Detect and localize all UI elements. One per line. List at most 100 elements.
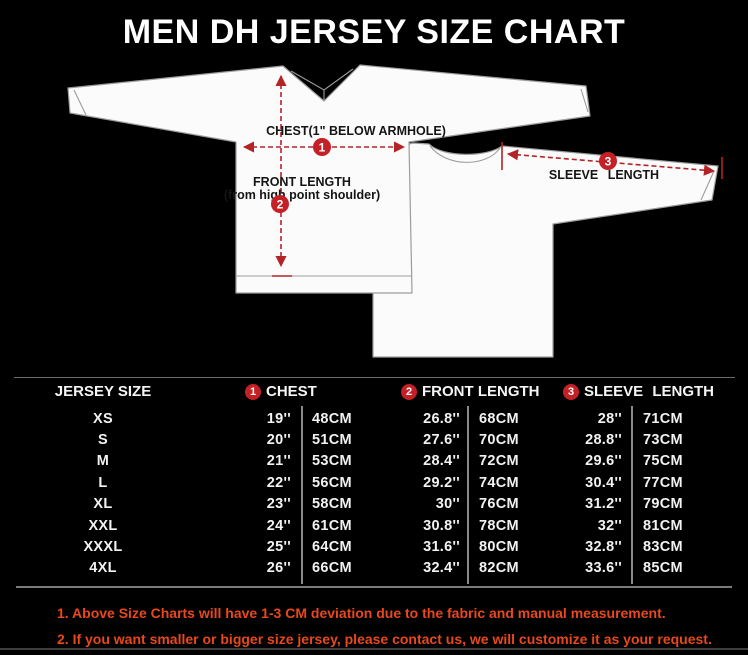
table-row: M 21'' 53CM 28.4'' 72CM 29.6'' 75CM: [0, 451, 748, 472]
table-row: S 20'' 51CM 27.6'' 70CM 28.8'' 73CM: [0, 429, 748, 450]
front-cm-cell: 82CM: [479, 560, 519, 577]
table-row: XXXL 25'' 64CM 31.6'' 80CM 32.8'' 83CM: [0, 536, 748, 557]
sleeve-cm-cell: 73CM: [643, 432, 683, 449]
chest-inch-cell: 25'': [266, 539, 291, 556]
page-title: MEN DH JERSEY SIZE CHART: [122, 13, 626, 51]
table-row: XXL 24'' 61CM 30.8'' 78CM 32'' 81CM: [0, 515, 748, 536]
column-divider-front: [467, 406, 469, 584]
sleeve-inch-cell: 28.8'': [585, 432, 622, 449]
size-cell: XS: [93, 410, 113, 427]
size-cell: XL: [93, 496, 113, 513]
front-inch-cell: 26.8'': [423, 410, 460, 427]
table-row: XS 19'' 48CM 26.8'' 68CM 28'' 71CM: [0, 408, 748, 429]
sleeve-inch-cell: 30.4'': [585, 474, 622, 491]
chest-inch-cell: 19'': [266, 410, 291, 427]
sleeve-cm-cell: 83CM: [643, 539, 683, 556]
sleeve-marker-icon: [599, 152, 617, 170]
col-header-chest: CHEST: [266, 383, 317, 400]
sleeve-cm-cell: 71CM: [643, 410, 683, 427]
table-top-rule: [14, 377, 735, 378]
chest-cm-cell: 58CM: [312, 496, 352, 513]
sleeve-inch-cell: 28'': [597, 410, 622, 427]
front-inch-cell: 27.6'': [423, 432, 460, 449]
size-cell: M: [96, 453, 110, 470]
front-marker-icon: [271, 195, 289, 213]
sleeve-cm-cell: 77CM: [643, 474, 683, 491]
col-header-front-length: FRONT LENGTH: [422, 383, 540, 400]
table-bottom-rule: [16, 586, 732, 588]
col-header-sleeve-length: SLEEVE LENGTH: [584, 383, 715, 400]
jersey-front-left-cuff-seam: [73, 89, 87, 116]
size-cell: S: [98, 432, 108, 449]
jersey-back-cuff-seam: [700, 170, 715, 201]
footer-rule: [0, 648, 748, 650]
front-cm-cell: 76CM: [479, 496, 519, 513]
column-divider-sleeve: [631, 406, 633, 584]
chest-cm-cell: 66CM: [312, 560, 352, 577]
sleeve-measure-line: [506, 149, 716, 176]
jersey-front-vneck-seam: [290, 68, 354, 101]
table-row: 4XL 26'' 66CM 32.4'' 82CM 33.6'' 85CM: [0, 558, 748, 579]
front-cm-cell: 78CM: [479, 517, 519, 534]
chest-cm-cell: 64CM: [312, 539, 352, 556]
front-inch-cell: 30'': [435, 496, 460, 513]
sleeve-cm-cell: 81CM: [643, 517, 683, 534]
chest-inch-cell: 24'': [266, 517, 291, 534]
chest-marker-number: 1: [319, 140, 326, 154]
size-cell: L: [98, 474, 108, 491]
chest-cm-cell: 56CM: [312, 474, 352, 491]
jersey-measurement-diagram: CHEST(1" BELOW ARMHOLE) FRONT LENGTH (fr…: [67, 64, 723, 358]
sleeve-inch-cell: 32'': [597, 517, 622, 534]
table-header: JERSEY SIZE 1 CHEST 2 FRONT LENGTH 3 SLE…: [0, 383, 748, 401]
front-inch-cell: 32.4'': [423, 560, 460, 577]
jersey-back-collar-seam: [429, 145, 501, 163]
deviation-note: 1. Above Size Charts will have 1-3 CM de…: [57, 605, 666, 621]
sleeve-cm-cell: 79CM: [643, 496, 683, 513]
table-rows: XS 19'' 48CM 26.8'' 68CM 28'' 71CM S 20'…: [0, 408, 748, 579]
front-inch-cell: 28.4'': [423, 453, 460, 470]
table-row: L 22'' 56CM 29.2'' 74CM 30.4'' 77CM: [0, 472, 748, 493]
front-cm-cell: 68CM: [479, 410, 519, 427]
sleeve-header-badge-icon: 3: [563, 384, 579, 400]
table-row: XL 23'' 58CM 30'' 76CM 31.2'' 79CM: [0, 494, 748, 515]
chest-inch-cell: 23'': [266, 496, 291, 513]
size-cell: 4XL: [89, 560, 117, 577]
size-cell: XXXL: [83, 539, 123, 556]
front-cm-cell: 74CM: [479, 474, 519, 491]
front-header-badge-icon: 2: [401, 384, 417, 400]
front-inch-cell: 31.6'': [423, 539, 460, 556]
size-cell: XXL: [88, 517, 118, 534]
sleeve-inch-cell: 31.2'': [585, 496, 622, 513]
jersey-front-right-cuff-seam: [580, 88, 589, 113]
chest-inch-cell: 22'': [266, 474, 291, 491]
front-length-label: FRONT LENGTH: [253, 175, 351, 189]
front-marker-number: 2: [277, 197, 284, 211]
sleeve-inch-cell: 33.6'': [585, 560, 622, 577]
chest-inch-cell: 21'': [266, 453, 291, 470]
sleeve-cm-cell: 75CM: [643, 453, 683, 470]
jersey-back-outline: [372, 142, 719, 358]
chest-cm-cell: 53CM: [312, 453, 352, 470]
customize-note: 2. If you want smaller or bigger size je…: [57, 631, 712, 647]
column-divider-chest: [301, 406, 303, 584]
chest-label: CHEST(1" BELOW ARMHOLE): [266, 124, 446, 138]
front-inch-cell: 30.8'': [423, 517, 460, 534]
sleeve-inch-cell: 32.8'': [585, 539, 622, 556]
sleeve-marker-number: 3: [605, 154, 612, 168]
chest-cm-cell: 61CM: [312, 517, 352, 534]
front-cm-cell: 80CM: [479, 539, 519, 556]
front-length-sublabel: (from high point shoulder): [224, 188, 380, 202]
chest-inch-cell: 20'': [266, 432, 291, 449]
chest-cm-cell: 48CM: [312, 410, 352, 427]
chest-header-badge-icon: 1: [245, 384, 261, 400]
chest-cm-cell: 51CM: [312, 432, 352, 449]
front-cm-cell: 70CM: [479, 432, 519, 449]
sleeve-inch-cell: 29.6'': [585, 453, 622, 470]
col-header-jersey-size: JERSEY SIZE: [54, 383, 152, 400]
jersey-front-outline: [67, 64, 591, 294]
chest-inch-cell: 26'': [266, 560, 291, 577]
chest-marker-icon: [313, 138, 331, 156]
front-inch-cell: 29.2'': [423, 474, 460, 491]
sleeve-length-label: SLEEVE LENGTH: [549, 168, 659, 182]
